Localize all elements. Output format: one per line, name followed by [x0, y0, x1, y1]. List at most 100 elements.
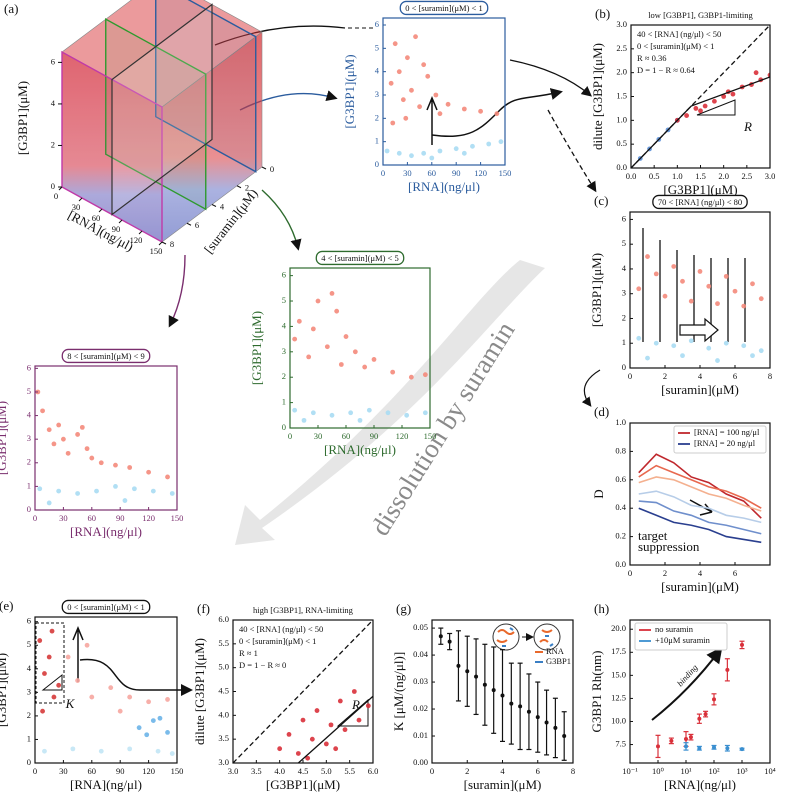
y-tick-label: 4.5	[218, 685, 229, 695]
x-tick-label: 0	[288, 431, 292, 441]
plot: 0 30 60 90 120 150 0 1 2 3 4 5 6 [RNA](ng/μl) [G3BP1](…	[0, 348, 183, 539]
x-tick-label: 120	[142, 766, 155, 776]
y-tick-label: 2	[622, 312, 626, 322]
legend-label: no suramin	[655, 624, 694, 634]
shift-arrow	[679, 317, 719, 343]
y-tick-label: 2	[375, 112, 379, 122]
plot: 0 30 60 90 120 150 0 1 2 3 4 5 6 [RNA](ng/μl) [G3BP1](…	[249, 250, 436, 457]
marker-label: binding	[675, 662, 700, 688]
annotation: D = 1 − R ≈ 0.64	[637, 65, 696, 75]
point	[562, 734, 567, 739]
title-box	[652, 194, 748, 210]
x-tick-label: 3.0	[228, 766, 239, 776]
annotation: 40 < [RNA] (ng/μl) < 50	[239, 624, 323, 634]
point	[79, 424, 85, 430]
point	[725, 746, 730, 751]
point	[723, 340, 729, 346]
x-tick-label: 90	[370, 431, 379, 441]
point	[144, 732, 150, 738]
legend-label: [RNA] = 100 ng/μl	[694, 427, 760, 437]
x-tick-label: 10⁰	[652, 766, 665, 776]
point	[75, 491, 80, 496]
annotation: R ≈ 0.36	[637, 53, 666, 63]
point	[301, 417, 307, 423]
panel-label: (e)	[0, 598, 13, 613]
point	[712, 98, 717, 104]
x-tick-label: 30	[59, 513, 68, 523]
y-tick-label: 2.0	[616, 67, 627, 77]
point	[309, 736, 315, 742]
point	[404, 412, 410, 418]
y-tick-label: 0	[27, 504, 31, 514]
x-tick-label: 6	[733, 371, 737, 381]
panel-label: (f)	[197, 601, 210, 616]
point	[636, 286, 642, 292]
y-tick-label: 0.04	[413, 649, 429, 659]
legend-label: RNA	[546, 646, 565, 656]
x-tick-label: 10³	[736, 766, 748, 776]
point	[697, 269, 703, 274]
chart-title: high [G3BP1], RNA-limiting	[253, 605, 354, 615]
y-tick-label: 2	[27, 710, 31, 720]
point	[169, 751, 175, 756]
x-tick-label: 120	[130, 235, 143, 245]
point	[277, 746, 283, 752]
x-axis-label: [RNA](ng/μl)	[408, 179, 480, 194]
point	[117, 708, 123, 714]
panel-label: (h)	[594, 601, 609, 616]
legend-label: G3BP1	[546, 656, 571, 666]
point	[46, 500, 52, 506]
line	[638, 500, 762, 535]
line	[638, 476, 762, 512]
y-tick-label: 0.2	[615, 531, 626, 541]
y-tick-label: 6	[375, 19, 379, 29]
point	[113, 483, 118, 489]
x-tick	[98, 208, 103, 213]
x-tick-label: 6	[536, 766, 540, 776]
point	[553, 725, 558, 730]
y-tick-label: 6	[622, 213, 626, 223]
y-tick-label: 1	[27, 733, 31, 743]
point	[758, 296, 764, 302]
y-axis-label: [G3BP1](μM)	[0, 653, 9, 727]
point	[315, 298, 321, 304]
y-tick-label: 4	[622, 263, 627, 273]
point	[400, 97, 406, 103]
point	[40, 408, 45, 414]
point	[396, 69, 402, 75]
point	[324, 344, 330, 350]
dissolution-arrow	[235, 260, 545, 545]
y-tick	[261, 166, 267, 170]
point	[388, 80, 394, 86]
point	[715, 301, 720, 307]
x-tick-label: 6	[733, 568, 737, 578]
point	[422, 410, 428, 416]
y-tick-label: 0.0	[616, 162, 627, 172]
point	[456, 663, 461, 668]
x-axis-label: [RNA](ng/μl)	[664, 777, 736, 792]
point	[75, 678, 80, 683]
point	[725, 667, 730, 672]
x-tick-label: 60	[88, 766, 97, 776]
annotation: R ≈ 1	[239, 648, 258, 658]
point	[314, 708, 320, 713]
plot: 10⁻¹ 10⁰ 10¹ 10² 10³ 10⁴ 7.5 10.0 12.5 15.0 17.5 20…	[589, 601, 776, 792]
y-tick-label: 3	[27, 686, 31, 696]
x-tick-label: 90	[116, 513, 125, 523]
line	[638, 490, 762, 524]
y-tick-label: 5	[282, 295, 286, 305]
point	[636, 335, 642, 341]
y-tick-label: 10.0	[611, 715, 626, 725]
annotation: 40 < [RNA] (ng/μl) < 50	[637, 29, 721, 39]
connector	[509, 59, 592, 97]
point	[127, 694, 133, 700]
plot-area	[37, 628, 175, 756]
x-tick-label: 4	[698, 371, 703, 381]
plot: 0 2 4 6 0.0 0.2 0.4 0.6 0.8 1.0 [suramin](μM) D (d) t…	[591, 404, 771, 594]
x-tick-label: 0.5	[649, 171, 660, 181]
plot-area	[384, 34, 504, 161]
point	[165, 474, 170, 480]
x-tick-label: 1.0	[672, 171, 683, 181]
title-box	[399, 0, 489, 16]
point	[98, 460, 104, 466]
